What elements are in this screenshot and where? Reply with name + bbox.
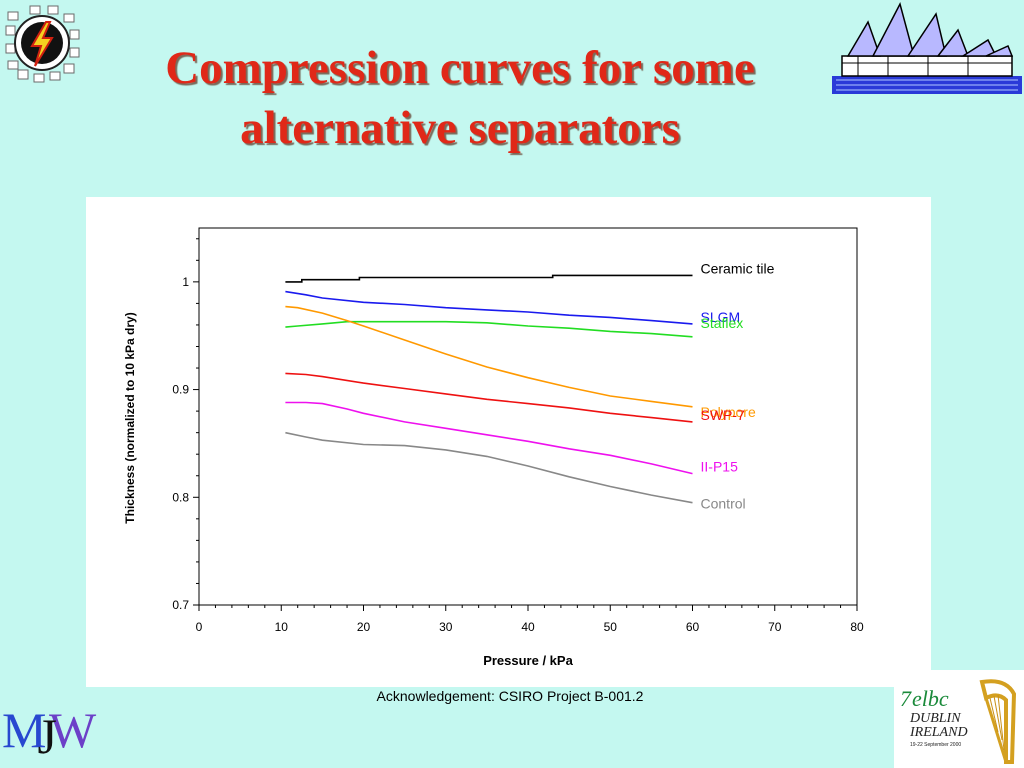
x-tick-label: 80	[850, 620, 864, 634]
lightning-emblem-logo	[5, 5, 80, 83]
compression-chart: 0.7 0.8 0.9 1 0 10 20 30 40 50 60 70 80 Ceramic til…	[123, 227, 864, 668]
series-line-polypore	[285, 305, 693, 408]
chart-panel: 0.7 0.8 0.9 1 0 10 20 30 40 50 60 70 80 Ceramic til…	[86, 197, 931, 687]
y-tick-label: 0.8	[172, 490, 189, 504]
svg-text:IRELAND: IRELAND	[909, 725, 968, 740]
elbc-dublin-logo: 7 elbc DUBLIN IRELAND 19-22 September 20…	[894, 670, 1024, 768]
x-axis-label: Pressure / kPa	[483, 653, 573, 668]
x-tick-label: 20	[357, 620, 371, 634]
series-line-staflex	[285, 320, 693, 338]
x-tick-label: 70	[768, 620, 782, 634]
series-line-control	[285, 431, 693, 504]
series-label-swp-7: SWP-7	[701, 407, 746, 423]
series-label-ceramic-tile: Ceramic tile	[701, 260, 775, 276]
x-tick-label: 50	[604, 620, 618, 634]
svg-text:7: 7	[900, 686, 912, 711]
svg-text:DUBLIN: DUBLIN	[909, 711, 961, 726]
opera-house-picture	[828, 0, 1024, 96]
series-label-polypore: Polypore	[701, 404, 756, 420]
plot-area-frame	[198, 227, 858, 606]
series-label-staflex: Staflex	[701, 315, 744, 331]
x-tick-label: 10	[275, 620, 289, 634]
y-tick-label: 1	[182, 275, 189, 289]
series-line-ii-p15	[285, 401, 693, 475]
series-label-control: Control	[701, 496, 746, 512]
x-tick-label: 0	[196, 620, 203, 634]
svg-text:19-22 September 2000: 19-22 September 2000	[910, 742, 961, 748]
acknowledgement-text: Acknowledgement: CSIRO Project B-001.2	[376, 688, 644, 704]
x-tick-label: 40	[521, 620, 535, 634]
y-tick-label: 0.9	[172, 383, 189, 397]
series-line-swp-7	[285, 372, 693, 423]
slide-title: Compression curves for some alternative …	[165, 42, 755, 154]
mjw-corner-logo: MJW	[2, 702, 97, 764]
y-tick-label: 0.7	[172, 598, 189, 612]
y-axis-label: Thickness (normalized to 10 kPa dry)	[123, 312, 137, 523]
series-line-ceramic-tile	[285, 274, 693, 283]
series-line-slgm	[285, 290, 693, 325]
series-label-ii-p15: II-P15	[701, 459, 739, 475]
series-label-slgm: SLGM	[701, 309, 741, 325]
svg-text:elbc: elbc	[912, 686, 949, 711]
x-tick-label: 60	[686, 620, 700, 634]
x-tick-label: 30	[439, 620, 453, 634]
